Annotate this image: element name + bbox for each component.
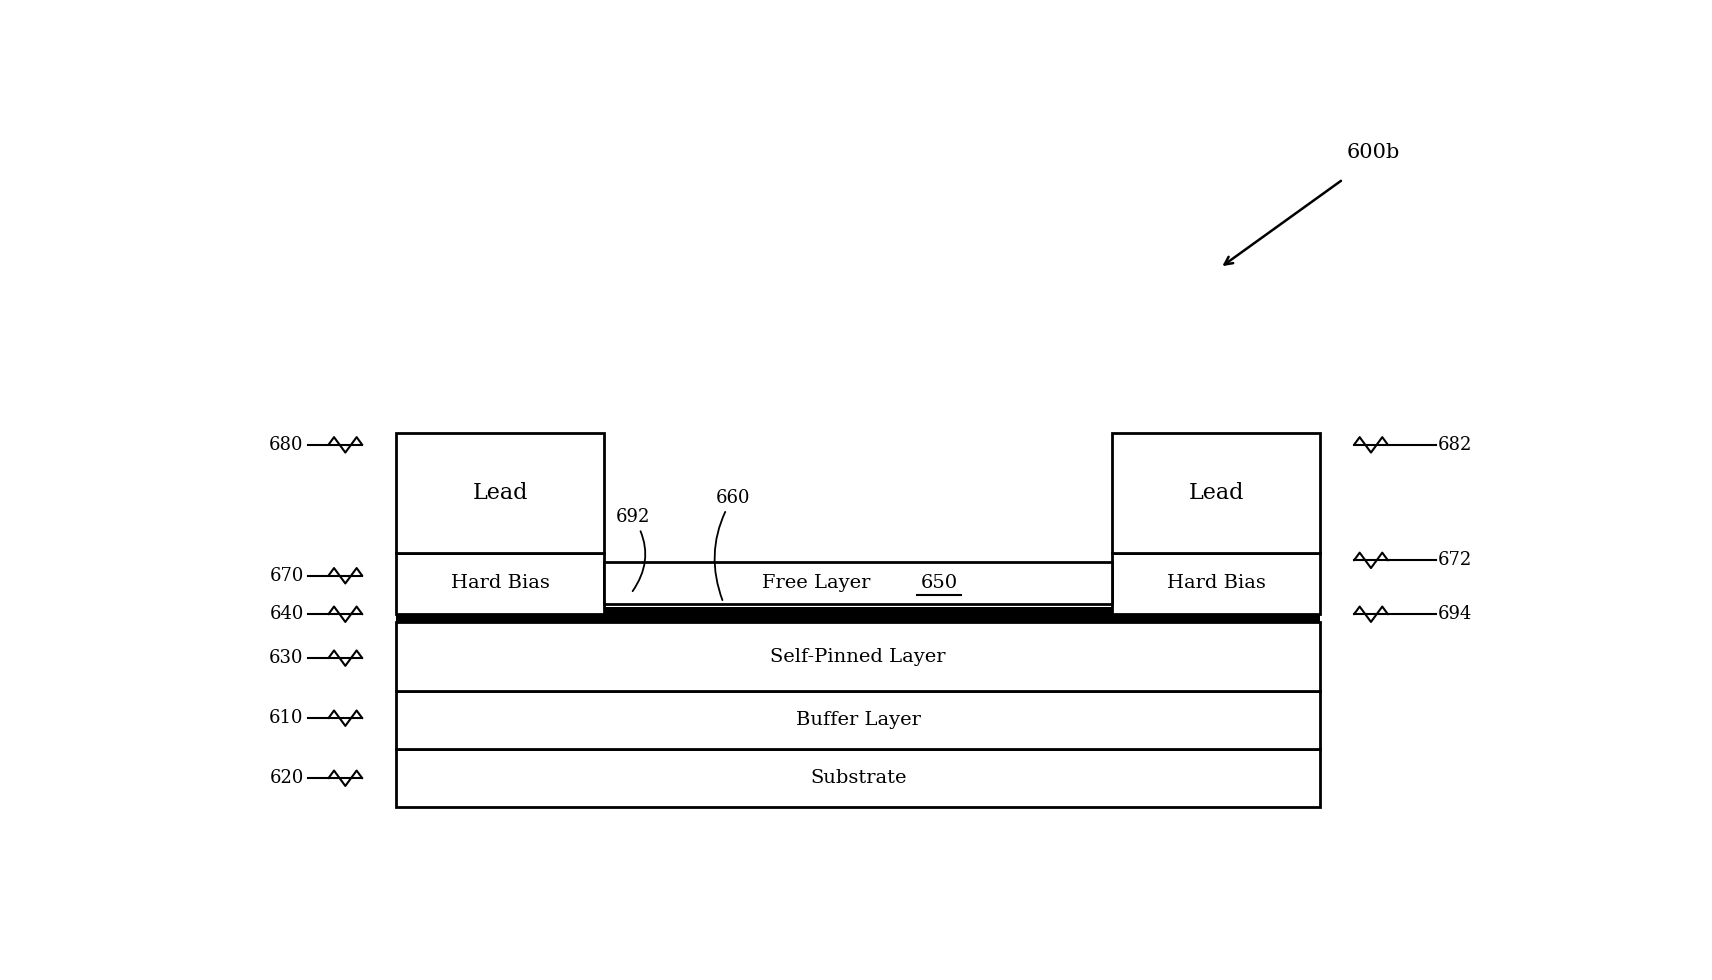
Bar — [395, 433, 604, 553]
Bar — [395, 622, 1320, 691]
Text: Hard Bias: Hard Bias — [1168, 574, 1265, 593]
Text: 640: 640 — [269, 606, 303, 623]
Text: Self-Pinned Layer: Self-Pinned Layer — [770, 648, 947, 665]
Text: 600b: 600b — [1347, 143, 1400, 163]
Text: Free Layer: Free Layer — [762, 574, 870, 592]
Text: 692: 692 — [616, 508, 651, 591]
Text: Hard Bias: Hard Bias — [450, 574, 550, 593]
Text: 620: 620 — [269, 769, 303, 787]
Text: Lead: Lead — [1188, 482, 1245, 504]
Text: Buffer Layer: Buffer Layer — [796, 711, 921, 729]
Bar — [395, 553, 604, 614]
Text: 694: 694 — [1438, 606, 1472, 623]
Text: 650: 650 — [921, 574, 957, 592]
Text: Lead: Lead — [473, 482, 527, 504]
Text: 660: 660 — [714, 489, 750, 600]
Text: 682: 682 — [1438, 436, 1472, 454]
Text: 610: 610 — [269, 710, 303, 727]
Bar — [604, 562, 1113, 605]
Bar — [1113, 433, 1320, 553]
Bar — [395, 607, 1320, 614]
Bar — [395, 749, 1320, 807]
Text: 670: 670 — [269, 566, 303, 585]
Text: 680: 680 — [269, 436, 303, 454]
Bar — [395, 614, 1320, 622]
Text: 672: 672 — [1438, 552, 1472, 569]
Bar — [1113, 553, 1320, 614]
Bar — [395, 691, 1320, 749]
Text: Substrate: Substrate — [810, 769, 906, 787]
Text: 630: 630 — [269, 649, 303, 667]
